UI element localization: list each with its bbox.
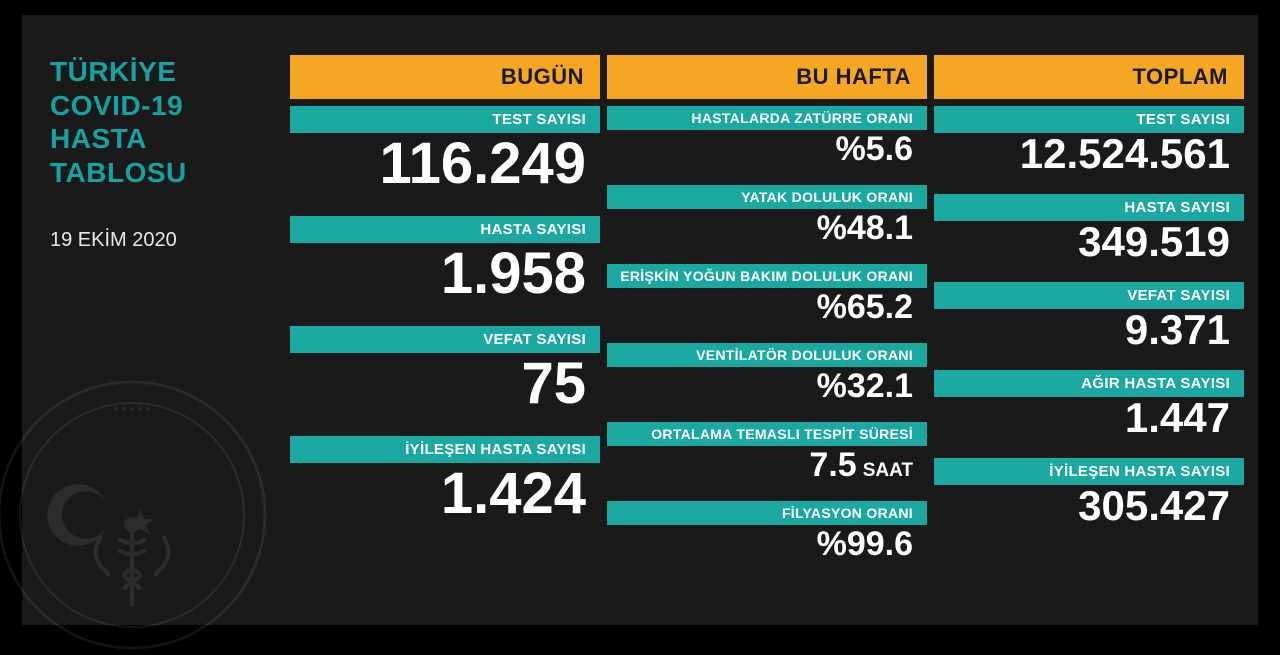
stat-value: 12.524.561	[934, 133, 1244, 187]
stat-card: HASTA SAYISI 1.958	[290, 216, 600, 319]
stat-card: VEFAT SAYISI 75	[290, 326, 600, 429]
stat-card: İYİLEŞEN HASTA SAYISI 305.427	[934, 458, 1244, 539]
stat-label: ERİŞKİN YOĞUN BAKIM DOLULUK ORANI	[607, 264, 927, 288]
stat-value: %65.2	[607, 288, 927, 336]
column-total: TOPLAM TEST SAYISI 12.524.561 HASTA SAYI…	[934, 55, 1244, 625]
ministry-emblem-icon: • • • • •	[0, 375, 272, 655]
stats-columns: BUGÜN TEST SAYISI 116.249 HASTA SAYISI 1…	[290, 15, 1258, 625]
stat-card: VENTİLATÖR DOLULUK ORANI %32.1	[607, 343, 927, 415]
stat-card: FİLYASYON ORANI %99.6	[607, 501, 927, 573]
column-week: BU HAFTA HASTALARDA ZATÜRRE ORANI %5.6 Y…	[607, 55, 927, 625]
stat-value: 305.427	[934, 485, 1244, 539]
stat-value: %48.1	[607, 209, 927, 257]
stat-label: VEFAT SAYISI	[934, 282, 1244, 309]
stat-value: 349.519	[934, 221, 1244, 275]
stat-card: VEFAT SAYISI 9.371	[934, 282, 1244, 363]
stat-label: İYİLEŞEN HASTA SAYISI	[290, 436, 600, 463]
stat-value: %5.6	[607, 130, 927, 178]
stat-label: FİLYASYON ORANI	[607, 501, 927, 525]
stat-value: %32.1	[607, 367, 927, 415]
title-line: COVID-19	[50, 89, 290, 123]
stat-value-unit: SAAT	[863, 460, 913, 481]
column-today: BUGÜN TEST SAYISI 116.249 HASTA SAYISI 1…	[290, 55, 600, 625]
stat-label: AĞIR HASTA SAYISI	[934, 370, 1244, 397]
report-date: 19 EKİM 2020	[50, 229, 290, 252]
stat-label: VENTİLATÖR DOLULUK ORANI	[607, 343, 927, 367]
stat-label: ORTALAMA TEMASLI TESPİT SÜRESİ	[607, 422, 927, 446]
svg-text:• • • • •: • • • • •	[114, 402, 150, 416]
title-line: TABLOSU	[50, 156, 290, 190]
stat-label: VEFAT SAYISI	[290, 326, 600, 353]
stat-value: 116.249	[290, 133, 600, 209]
stat-value: 1.424	[290, 463, 600, 539]
stat-card: YATAK DOLULUK ORANI %48.1	[607, 185, 927, 257]
stat-value: %99.6	[607, 525, 927, 573]
title-column: TÜRKİYE COVID-19 HASTA TABLOSU 19 EKİM 2…	[22, 15, 290, 625]
stat-card: ORTALAMA TEMASLI TESPİT SÜRESİ 7.5 SAAT	[607, 422, 927, 494]
stat-value: 1.447	[934, 397, 1244, 451]
stat-label: HASTALARDA ZATÜRRE ORANI	[607, 106, 927, 130]
page-title: TÜRKİYE COVID-19 HASTA TABLOSU	[50, 55, 290, 189]
stat-label: HASTA SAYISI	[290, 216, 600, 243]
column-header-week: BU HAFTA	[607, 55, 927, 99]
stat-card: HASTALARDA ZATÜRRE ORANI %5.6	[607, 106, 927, 178]
stat-card: İYİLEŞEN HASTA SAYISI 1.424	[290, 436, 600, 539]
stat-card: AĞIR HASTA SAYISI 1.447	[934, 370, 1244, 451]
stat-value: 75	[290, 353, 600, 429]
stat-value: 7.5 SAAT	[607, 446, 927, 494]
stat-value: 9.371	[934, 309, 1244, 363]
dashboard-panel: TÜRKİYE COVID-19 HASTA TABLOSU 19 EKİM 2…	[22, 15, 1258, 625]
stat-value: 1.958	[290, 243, 600, 319]
stat-card: ERİŞKİN YOĞUN BAKIM DOLULUK ORANI %65.2	[607, 264, 927, 336]
column-header-total: TOPLAM	[934, 55, 1244, 99]
stat-label: HASTA SAYISI	[934, 194, 1244, 221]
stat-card: TEST SAYISI 116.249	[290, 106, 600, 209]
column-header-today: BUGÜN	[290, 55, 600, 99]
title-line: HASTA	[50, 122, 290, 156]
stat-label: YATAK DOLULUK ORANI	[607, 185, 927, 209]
title-line: TÜRKİYE	[50, 55, 290, 89]
stat-label: İYİLEŞEN HASTA SAYISI	[934, 458, 1244, 485]
stat-label: TEST SAYISI	[290, 106, 600, 133]
stat-card: TEST SAYISI 12.524.561	[934, 106, 1244, 187]
stat-label: TEST SAYISI	[934, 106, 1244, 133]
stat-value-number: 7.5	[809, 446, 856, 484]
stat-card: HASTA SAYISI 349.519	[934, 194, 1244, 275]
